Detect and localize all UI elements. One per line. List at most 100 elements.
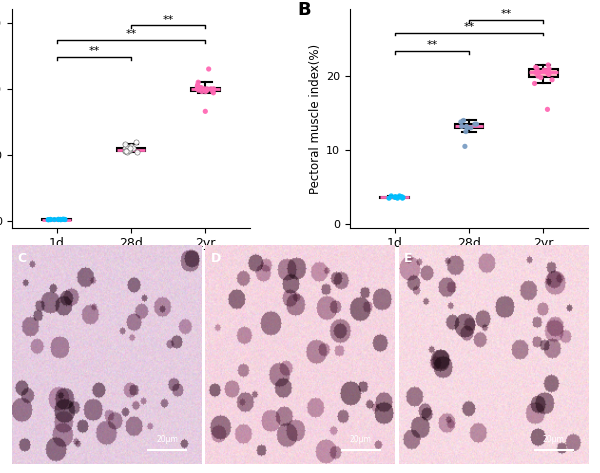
Point xyxy=(43,216,53,223)
Text: **: ** xyxy=(163,15,174,25)
Point xyxy=(533,72,543,80)
Point xyxy=(461,123,471,130)
Point xyxy=(125,146,134,154)
Point xyxy=(457,123,466,130)
X-axis label: Age: Age xyxy=(119,256,143,269)
Point xyxy=(131,138,141,146)
Point xyxy=(132,149,142,156)
Point xyxy=(542,105,552,113)
Point xyxy=(542,69,552,76)
Point xyxy=(194,87,203,94)
Point xyxy=(53,216,63,223)
Point xyxy=(544,65,554,72)
Point xyxy=(456,118,466,126)
Point xyxy=(193,79,203,86)
Text: **: ** xyxy=(125,29,137,39)
Text: B: B xyxy=(298,1,311,19)
Point xyxy=(386,192,396,200)
Point xyxy=(539,66,549,74)
Text: 20μm: 20μm xyxy=(543,435,565,444)
Point xyxy=(544,61,553,69)
Point xyxy=(127,142,136,149)
Point xyxy=(50,216,59,223)
Point xyxy=(391,193,400,201)
Point xyxy=(60,216,70,223)
Point xyxy=(195,84,205,91)
Point xyxy=(203,87,212,94)
Text: 20μm: 20μm xyxy=(157,435,178,444)
Point xyxy=(395,192,404,200)
Point xyxy=(193,81,202,88)
Point xyxy=(46,216,55,223)
Point xyxy=(460,142,470,150)
Point xyxy=(122,149,132,156)
Point xyxy=(121,145,130,152)
Point xyxy=(200,107,210,115)
Point xyxy=(397,193,406,201)
Point xyxy=(123,143,133,151)
Point xyxy=(530,79,539,87)
Point xyxy=(204,65,214,73)
Point xyxy=(461,128,470,135)
Point xyxy=(200,85,209,93)
Point xyxy=(124,146,133,154)
Point xyxy=(531,63,541,71)
Point xyxy=(121,147,130,155)
Y-axis label: Pectoral muscle index(%): Pectoral muscle index(%) xyxy=(309,44,322,193)
Text: C: C xyxy=(17,252,27,265)
X-axis label: Age: Age xyxy=(457,256,481,269)
Point xyxy=(470,121,479,128)
Point xyxy=(462,124,472,131)
Point xyxy=(192,85,202,93)
Point xyxy=(544,71,554,79)
Point xyxy=(459,117,469,124)
Text: **: ** xyxy=(88,46,100,56)
Text: **: ** xyxy=(426,41,437,51)
Text: **: ** xyxy=(500,9,512,19)
Point xyxy=(202,85,212,93)
Point xyxy=(390,193,400,201)
PathPatch shape xyxy=(191,88,220,91)
Point xyxy=(196,84,206,91)
Point xyxy=(206,85,215,93)
Point xyxy=(472,121,481,128)
Point xyxy=(531,69,541,76)
Text: 20μm: 20μm xyxy=(350,435,371,444)
Point xyxy=(60,216,70,223)
Point xyxy=(120,140,130,148)
PathPatch shape xyxy=(529,70,557,77)
Point xyxy=(466,124,476,131)
Point xyxy=(536,74,545,81)
Text: **: ** xyxy=(463,22,475,32)
PathPatch shape xyxy=(455,124,483,128)
Text: D: D xyxy=(211,252,221,265)
Point xyxy=(121,147,130,155)
Point xyxy=(535,69,544,76)
Point xyxy=(208,88,217,95)
PathPatch shape xyxy=(117,148,145,151)
Point xyxy=(209,85,218,93)
Point xyxy=(53,216,63,223)
Point xyxy=(46,216,55,223)
Point xyxy=(56,216,65,223)
Point xyxy=(398,194,407,202)
Point xyxy=(547,76,557,84)
Point xyxy=(201,88,211,95)
Point xyxy=(122,147,132,155)
Point xyxy=(125,145,135,152)
Text: E: E xyxy=(404,252,413,265)
Point xyxy=(393,194,403,202)
Point xyxy=(197,88,207,95)
Point xyxy=(128,145,138,152)
Point xyxy=(384,194,394,202)
Point xyxy=(44,216,53,223)
Point xyxy=(532,65,542,72)
Point xyxy=(544,66,553,74)
Point xyxy=(121,146,131,154)
Point xyxy=(398,193,408,201)
Point xyxy=(58,215,68,223)
Point xyxy=(56,216,65,223)
Point xyxy=(209,89,218,96)
PathPatch shape xyxy=(380,197,409,198)
Point xyxy=(193,82,202,90)
